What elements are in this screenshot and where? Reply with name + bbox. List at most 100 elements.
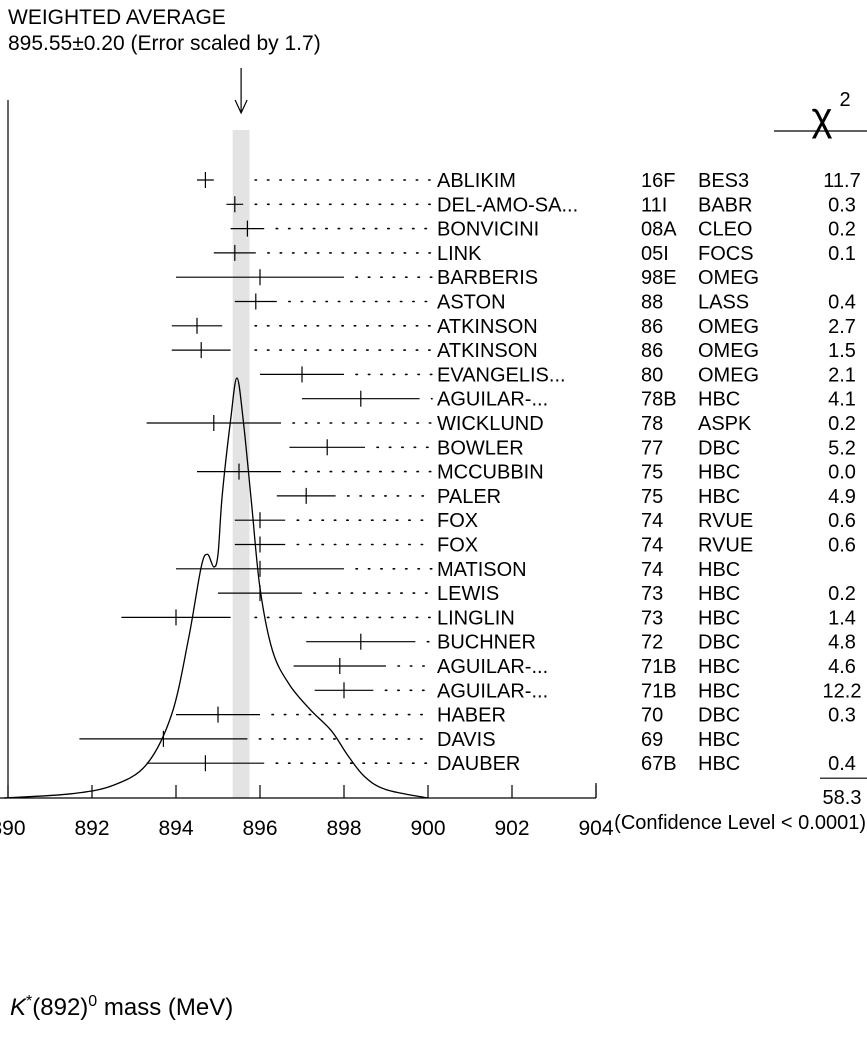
measurement-ref: 08A: [641, 219, 677, 241]
measurement-ref: 74: [641, 510, 663, 532]
measurement-author: HABER: [437, 705, 506, 727]
measurement-ref: 75: [641, 486, 663, 508]
measurement-row: [234, 536, 433, 553]
measurement-ref: 72: [641, 632, 663, 654]
measurement-row: [176, 706, 433, 723]
measurement-row: [171, 317, 433, 334]
average-title: WEIGHTED AVERAGE: [8, 6, 226, 29]
measurement-row: [79, 730, 433, 747]
measurement-experiment: HBC: [698, 753, 740, 775]
measurement-row: [218, 585, 433, 602]
measurement-row: [230, 220, 433, 237]
measurement-chi2: 11.7: [823, 170, 860, 192]
measurement-row: [121, 609, 433, 626]
measurement-row: [276, 487, 433, 504]
measurement-ref: 16F: [641, 170, 675, 192]
measurement-experiment: DBC: [698, 437, 740, 459]
measurement-chi2: 4.9: [828, 486, 856, 508]
average-arrow-head: [234, 99, 248, 115]
measurement-ref: 74: [641, 535, 663, 557]
measurement-chi2: 4.8: [828, 632, 856, 654]
measurement-ref: 98E: [641, 267, 677, 289]
x-tick-label: 892: [74, 817, 109, 840]
measurement-row: [293, 658, 433, 674]
measurement-ref: 67B: [641, 753, 677, 775]
measurement-experiment: BES3: [698, 170, 749, 192]
measurement-ref: 69: [641, 729, 663, 751]
measurement-row: [226, 196, 433, 213]
measurement-chi2: 0.2: [828, 413, 856, 435]
measurement-ref: 05I: [641, 243, 669, 265]
x-tick-label: 894: [158, 817, 193, 840]
measurement-ref: 11I: [641, 194, 667, 216]
measurement-experiment: HBC: [698, 607, 740, 629]
measurement-chi2: 0.3: [828, 705, 856, 727]
measurement-experiment: BABR: [698, 194, 752, 216]
chi2-symbol: χ: [812, 95, 833, 139]
average-band: [232, 130, 250, 798]
x-tick-label: 898: [326, 817, 361, 840]
measurement-chi2: 0.6: [828, 535, 856, 557]
measurement-author: DAUBER: [437, 753, 520, 775]
measurement-ref: 86: [641, 316, 663, 338]
measurement-ref: 71B: [641, 656, 677, 678]
measurement-ref: 78: [641, 413, 663, 435]
measurement-author: BARBERIS: [437, 267, 538, 289]
measurement-experiment: HBC: [698, 389, 740, 411]
measurement-ref: 78B: [641, 389, 677, 411]
measurement-row: [197, 463, 433, 480]
average-value: 895.55±0.20 (Error scaled by 1.7): [8, 32, 321, 55]
measurement-row: [234, 512, 433, 529]
measurement-chi2: 1.5: [828, 340, 856, 362]
measurement-author: DEL-AMO-SA...: [437, 194, 578, 216]
measurement-chi2: 0.2: [828, 583, 856, 605]
measurement-chi2: 4.6: [828, 656, 856, 678]
chi2-superscript: 2: [839, 89, 850, 111]
measurement-author: LINGLIN: [437, 607, 515, 629]
x-tick-label: 902: [494, 817, 529, 840]
measurement-author: ASTON: [437, 292, 506, 314]
measurement-ref: 70: [641, 705, 663, 727]
measurement-experiment: HBC: [698, 486, 740, 508]
measurement-chi2: 0.4: [828, 292, 856, 314]
measurement-row: [197, 172, 433, 188]
measurement-row: [289, 439, 433, 456]
measurement-row: [213, 244, 433, 261]
measurement-row: [171, 342, 433, 359]
measurement-chi2: 0.2: [828, 219, 856, 241]
measurement-chi2: 0.1: [828, 243, 856, 265]
measurement-experiment: OMEG: [698, 364, 759, 386]
measurement-chi2: 12.2: [823, 680, 862, 702]
measurement-experiment: RVUE: [698, 510, 753, 532]
measurement-ref: 86: [641, 340, 663, 362]
measurement-experiment: ASPK: [698, 413, 752, 435]
measurement-experiment: OMEG: [698, 316, 759, 338]
measurement-author: FOX: [437, 510, 478, 532]
measurement-row: [260, 366, 433, 383]
measurement-experiment: RVUE: [698, 535, 753, 557]
x-tick-label: 890: [0, 817, 26, 840]
measurement-author: AGUILAR-...: [437, 680, 548, 702]
measurement-author: ABLIKIM: [437, 170, 516, 192]
measurement-ref: 71B: [641, 680, 677, 702]
measurement-author: PALER: [437, 486, 501, 508]
measurement-chi2: 0.4: [828, 753, 856, 775]
measurement-author: BUCHNER: [437, 632, 536, 654]
measurement-ref: 73: [641, 607, 663, 629]
measurement-author: ATKINSON: [437, 316, 538, 338]
measurement-author: BOWLER: [437, 437, 524, 459]
measurement-author: WICKLUND: [437, 413, 544, 435]
measurement-experiment: HBC: [698, 656, 740, 678]
measurement-author: AGUILAR-...: [437, 656, 548, 678]
measurement-author: FOX: [437, 535, 478, 557]
measurement-experiment: HBC: [698, 680, 740, 702]
measurement-author: LINK: [437, 243, 482, 265]
measurement-row: [146, 415, 433, 431]
measurement-author: AGUILAR-...: [437, 389, 548, 411]
measurement-ref: 80: [641, 364, 663, 386]
measurement-row: [302, 390, 433, 407]
confidence-level: (Confidence Level < 0.0001): [614, 812, 866, 834]
x-tick-label: 896: [242, 817, 277, 840]
measurement-chi2: 4.1: [828, 389, 856, 411]
